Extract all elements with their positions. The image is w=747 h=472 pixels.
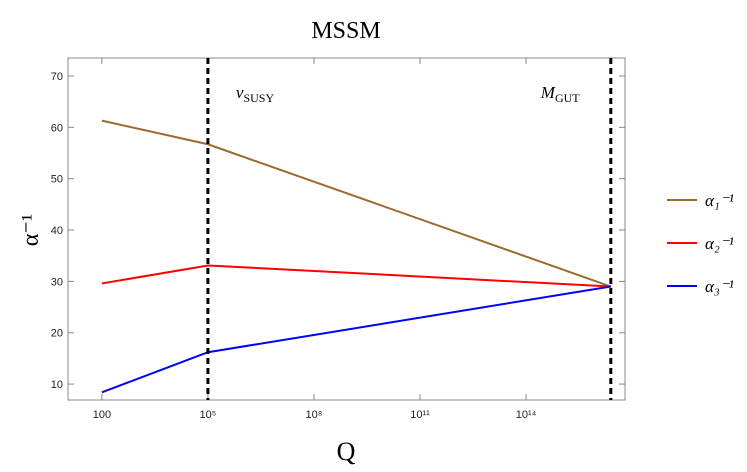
legend-label: α₁⁻¹ [705,191,734,210]
x-axis-label: Q [337,437,356,466]
x-tick-label: 10¹⁴ [516,409,537,421]
annotation-sub: GUT [555,91,580,105]
x-tick-label: 10⁵ [200,409,217,421]
annotation: MGUT [540,83,581,105]
legend-label: α₂⁻¹ [705,234,734,253]
y-axis-label: α⁻¹ [18,214,44,246]
y-tick-label: 30 [51,276,63,288]
y-tick-label: 50 [51,174,63,186]
x-tick-label: 10⁸ [306,409,323,421]
annotation-main: v [236,83,244,102]
y-tick-label: 20 [51,328,63,340]
x-tick-label: 10¹¹ [410,409,430,421]
y-tick-label: 70 [51,71,63,83]
series-line [101,119,612,288]
plot-frame [67,57,626,401]
series-line [101,264,611,288]
y-tick-label: 10 [51,379,63,391]
series-line [101,285,611,394]
y-tick-label: 40 [51,225,63,237]
annotation: vSUSY [236,83,275,105]
y-tick-label: 60 [51,122,63,134]
annotation-sub: SUSY [243,91,274,105]
legend-label: α₃⁻¹ [705,277,734,296]
annotation-main: M [540,83,556,102]
x-tick-label: 100 [93,409,111,421]
chart-title: MSSM [311,18,380,44]
